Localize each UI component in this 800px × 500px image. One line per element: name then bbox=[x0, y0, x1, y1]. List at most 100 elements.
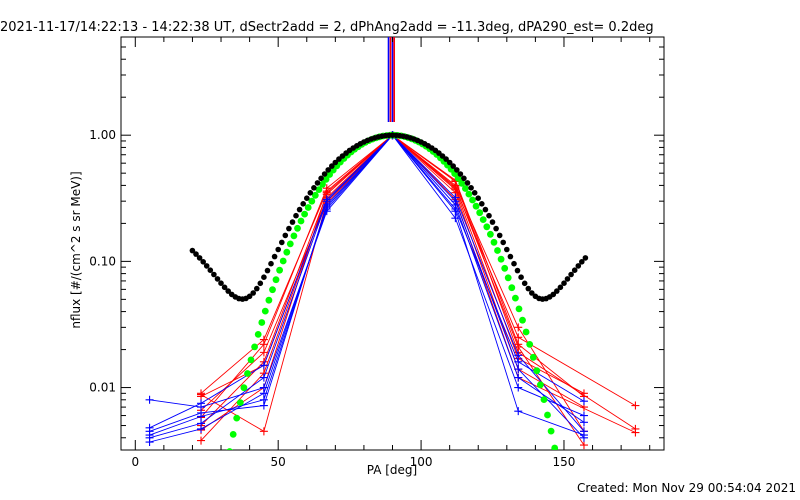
black-curve-dot-22 bbox=[268, 260, 274, 267]
green-curve-dot-86 bbox=[533, 367, 541, 375]
green-curve-dot-1 bbox=[229, 431, 237, 438]
green-curve-dot-14 bbox=[276, 266, 283, 274]
red-marker-4-0 bbox=[197, 436, 206, 445]
blue-marker-3-6 bbox=[514, 373, 523, 382]
blue-series-1 bbox=[149, 134, 585, 432]
green-curve-dot-12 bbox=[269, 286, 276, 294]
blue-marker-5-5 bbox=[451, 193, 460, 202]
black-curve-dot-72 bbox=[446, 159, 453, 166]
red-marker-1-5 bbox=[514, 323, 523, 332]
black-curve-dot-17 bbox=[250, 290, 256, 296]
black-curve-dot-37 bbox=[321, 171, 328, 177]
black-curve-dot-34 bbox=[311, 185, 317, 191]
blue-series-5 bbox=[149, 134, 585, 436]
green-curve-dot-69 bbox=[472, 202, 480, 210]
green-curve-dot-13 bbox=[272, 276, 280, 284]
green-curve-dot-27 bbox=[322, 175, 330, 183]
black-curve-dot-78 bbox=[468, 185, 474, 191]
green-curve-dot-70 bbox=[476, 209, 484, 217]
chart-title: 2021-11-17/14:22:13 - 14:22:38 UT, dSect… bbox=[0, 20, 654, 35]
green-curve-dot-71 bbox=[479, 216, 487, 224]
black-curve-dot-29 bbox=[293, 212, 299, 219]
green-curve-dot-90 bbox=[547, 427, 555, 435]
black-curve-dot-77 bbox=[464, 180, 471, 186]
green-curve-dot-20 bbox=[297, 217, 305, 225]
green-curve-dot-82 bbox=[519, 316, 526, 324]
blue-series-3 bbox=[149, 134, 585, 443]
green-curve-dot-66 bbox=[462, 185, 469, 192]
green-curve-dot-80 bbox=[512, 294, 519, 302]
black-curve-dot-93 bbox=[521, 280, 528, 287]
blue-marker-3-0 bbox=[145, 438, 154, 447]
black-curve-dot-2 bbox=[196, 255, 203, 261]
black-curve-dot-92 bbox=[518, 274, 524, 281]
red-marker-3-1 bbox=[259, 335, 268, 344]
blue-marker-0-6 bbox=[514, 407, 523, 416]
black-curve-dot-88 bbox=[504, 246, 510, 253]
creation-footer: Created: Mon Nov 29 00:54:04 2021 bbox=[577, 481, 796, 495]
black-curve-dot-20 bbox=[261, 274, 267, 281]
black-curve-dot-39 bbox=[329, 163, 335, 169]
black-curve-dot-21 bbox=[264, 267, 271, 274]
red-marker-7-0 bbox=[197, 392, 206, 401]
green-curve-dot-73 bbox=[487, 230, 494, 238]
green-curve-dot-26 bbox=[319, 180, 326, 188]
green-curve-dot-68 bbox=[469, 196, 476, 204]
green-curve-dot-8 bbox=[254, 331, 262, 338]
green-curve-dot-16 bbox=[283, 248, 291, 256]
green-curve-dot-91 bbox=[551, 444, 559, 450]
blue-series-4 bbox=[149, 134, 585, 429]
green-curve-dot-2 bbox=[233, 414, 241, 422]
black-curve-dot-101 bbox=[550, 291, 557, 298]
series-layer bbox=[145, 37, 640, 450]
black-curve-dot-7 bbox=[214, 276, 221, 282]
blue-marker-0-0 bbox=[145, 395, 154, 404]
blue-series-0 bbox=[149, 134, 585, 436]
model-curves-layer bbox=[189, 131, 589, 450]
blue-marker-3-7 bbox=[579, 418, 588, 427]
green-curve-dot-67 bbox=[465, 190, 473, 198]
black-curve-dot-32 bbox=[304, 195, 310, 201]
green-curve-dot-21 bbox=[301, 210, 308, 218]
x-tick-label-3: 150 bbox=[553, 455, 576, 469]
x-tick-label-0: 0 bbox=[131, 455, 139, 469]
green-curve-dot-74 bbox=[490, 238, 498, 246]
red-marker-7-4 bbox=[451, 182, 460, 191]
green-curve-dot-11 bbox=[265, 296, 273, 304]
x-axis-label: PA [deg] bbox=[367, 463, 417, 477]
black-curve-dot-18 bbox=[253, 285, 260, 292]
y-tick-label-1: 0.10 bbox=[89, 254, 116, 268]
black-curve-dot-8 bbox=[218, 280, 224, 287]
green-curve-dot-84 bbox=[526, 341, 534, 348]
black-curve-dot-91 bbox=[514, 267, 521, 274]
black-curve-dot-27 bbox=[286, 225, 292, 232]
black-curve-dot-3 bbox=[200, 259, 206, 265]
black-curve-dot-86 bbox=[496, 232, 503, 239]
black-curve-dot-16 bbox=[246, 293, 253, 300]
black-curve-dot-28 bbox=[289, 219, 296, 225]
green-curve-dot-23 bbox=[308, 197, 316, 205]
black-curve-dot-25 bbox=[279, 239, 285, 246]
blue-marker-5-2 bbox=[259, 395, 268, 404]
blue-marker-4-3 bbox=[322, 195, 331, 204]
black-curve-dot-80 bbox=[475, 195, 482, 201]
x-tick-label-1: 50 bbox=[271, 455, 286, 469]
black-curve-dot-74 bbox=[454, 167, 460, 173]
blue-marker-4-5 bbox=[451, 205, 460, 214]
red-marker-7-5 bbox=[514, 342, 523, 351]
black-curve-dot-24 bbox=[275, 246, 282, 253]
black-curve-dot-103 bbox=[557, 284, 564, 291]
red-series-4 bbox=[200, 134, 636, 441]
black-curve-dot-36 bbox=[318, 175, 324, 182]
black-curve-dot-10 bbox=[225, 288, 231, 294]
green-curve-dot-5 bbox=[244, 370, 251, 377]
black-curve-dot-110 bbox=[582, 255, 589, 261]
black-curve-dot-94 bbox=[525, 285, 532, 292]
green-curve-dot-24 bbox=[311, 191, 319, 199]
green-curve-dot-87 bbox=[537, 381, 544, 389]
green-curve-dot-7 bbox=[251, 343, 258, 351]
black-curve-dot-108 bbox=[575, 263, 582, 269]
black-curve-dot-106 bbox=[568, 271, 574, 278]
red-series-0 bbox=[200, 134, 585, 418]
black-curve-dot-107 bbox=[571, 267, 578, 274]
